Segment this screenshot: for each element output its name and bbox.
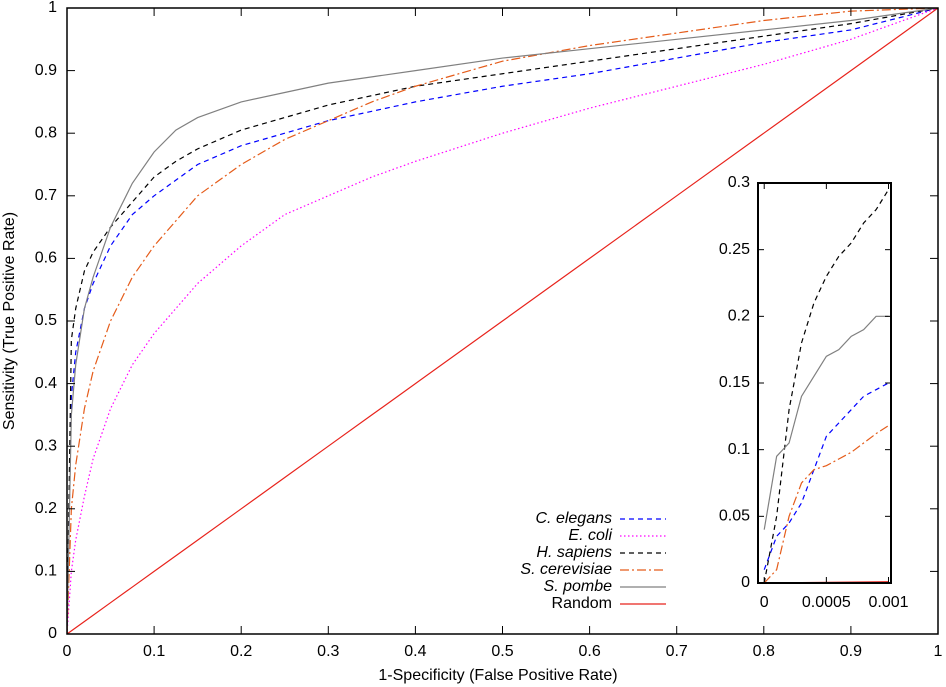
x-tick-label: 0.1 xyxy=(143,643,165,660)
x-tick-label: 0.3 xyxy=(317,643,339,660)
y-tick-label: 0.1 xyxy=(728,441,750,458)
series-line xyxy=(763,425,889,583)
series-line xyxy=(763,382,889,570)
inset-background xyxy=(758,183,891,583)
x-tick-label: 0 xyxy=(760,594,769,611)
y-tick-label: 0.6 xyxy=(35,250,57,267)
x-tick-label: 0.001 xyxy=(868,594,908,611)
legend-label: H. sapiens xyxy=(536,544,612,561)
series-line xyxy=(67,8,938,634)
series-line xyxy=(763,189,890,583)
y-tick-label: 0.15 xyxy=(719,374,750,391)
x-tick-label: 0.6 xyxy=(578,643,600,660)
y-tick-label: 0.7 xyxy=(35,187,57,204)
y-tick-label: 0.05 xyxy=(719,508,750,525)
y-tick-label: 0.5 xyxy=(35,312,57,329)
y-tick-label: 0.8 xyxy=(35,124,57,141)
y-axis-label: Sensitivity (True Positive Rate) xyxy=(1,212,18,430)
x-tick-label: 0.7 xyxy=(666,643,688,660)
y-tick-label: 0.3 xyxy=(35,437,57,454)
y-tick-label: 0.2 xyxy=(728,308,750,325)
series-line xyxy=(67,8,938,634)
y-tick-label: 0.2 xyxy=(35,500,57,517)
y-tick-label: 0 xyxy=(48,625,57,642)
x-axis-label: 1-Specificity (False Positive Rate) xyxy=(378,667,617,684)
y-tick-label: 0.1 xyxy=(35,563,57,580)
x-tick-label: 0.0005 xyxy=(802,594,851,611)
legend-label: S. cerevisiae xyxy=(520,561,612,578)
plot-frame xyxy=(757,182,892,584)
plot-area xyxy=(763,189,890,583)
y-tick-label: 0.4 xyxy=(35,375,57,392)
series-line xyxy=(67,8,938,634)
x-tick-label: 1 xyxy=(934,643,943,660)
x-tick-label: 0.8 xyxy=(753,643,775,660)
legend-label: E. coli xyxy=(568,527,612,544)
x-tick-label: 0.9 xyxy=(840,643,862,660)
y-tick-label: 0.25 xyxy=(719,241,750,258)
y-tick-label: 0 xyxy=(741,574,750,591)
x-tick-label: 0.5 xyxy=(491,643,513,660)
x-tick-label: 0.2 xyxy=(230,643,252,660)
plot-frame xyxy=(66,7,939,635)
plot-area xyxy=(67,8,938,634)
y-tick-label: 0.3 xyxy=(728,174,750,191)
x-tick-label: 0.4 xyxy=(404,643,426,660)
series-line xyxy=(67,8,938,634)
legend-label: S. pombe xyxy=(544,578,613,595)
y-tick-label: 1 xyxy=(48,0,57,16)
series-line xyxy=(763,315,889,530)
x-tick-label: 0 xyxy=(63,643,72,660)
legend-label: C. elegans xyxy=(536,510,613,527)
legend-label: Random xyxy=(552,595,612,612)
y-tick-label: 0.9 xyxy=(35,62,57,79)
